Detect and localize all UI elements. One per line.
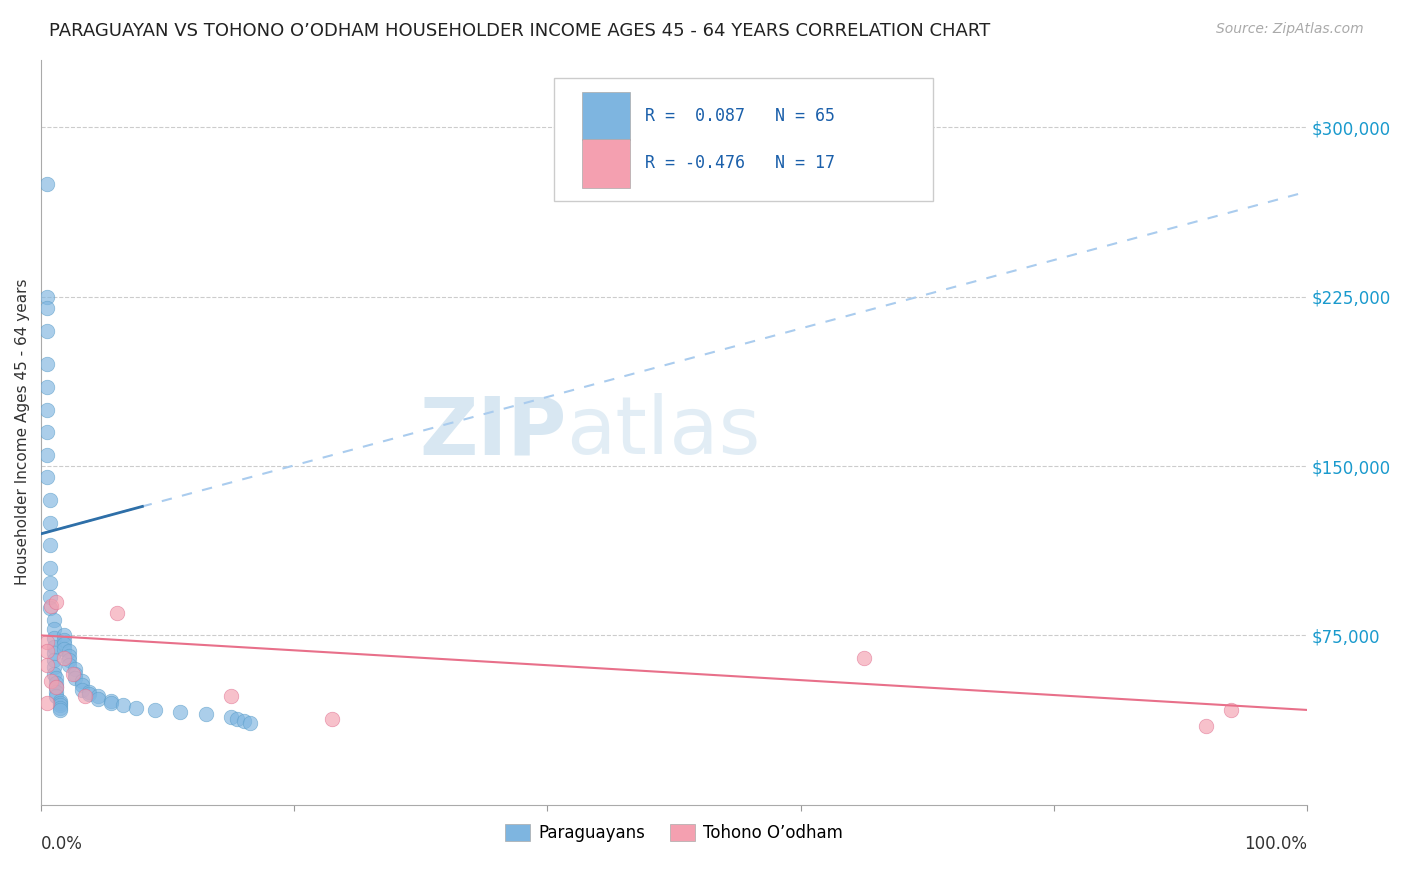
Point — [42, 640, 65, 654]
Point — [39, 538, 62, 552]
Point — [219, 690, 242, 704]
Point — [49, 696, 72, 710]
Point — [39, 516, 62, 530]
Point — [37, 425, 59, 440]
Text: ZIP: ZIP — [419, 393, 567, 471]
Point — [58, 644, 80, 658]
Point — [52, 632, 75, 647]
Point — [65, 671, 87, 685]
Text: atlas: atlas — [567, 393, 761, 471]
Point — [52, 637, 75, 651]
Point — [321, 712, 343, 726]
Point — [52, 628, 75, 642]
Point — [219, 709, 242, 723]
Text: PARAGUAYAN VS TOHONO O’ODHAM HOUSEHOLDER INCOME AGES 45 - 64 YEARS CORRELATION C: PARAGUAYAN VS TOHONO O’ODHAM HOUSEHOLDER… — [49, 22, 990, 40]
Point — [87, 691, 110, 706]
Point — [37, 324, 59, 338]
Point — [100, 696, 122, 710]
Point — [58, 653, 80, 667]
Point — [169, 705, 191, 719]
Bar — [582, 92, 630, 140]
Point — [42, 660, 65, 674]
Point — [45, 671, 67, 685]
Point — [62, 666, 84, 681]
Point — [239, 716, 262, 731]
Point — [37, 402, 59, 417]
Point — [52, 642, 75, 657]
Point — [42, 613, 65, 627]
Point — [37, 470, 59, 484]
Point — [37, 290, 59, 304]
Point — [143, 703, 166, 717]
Point — [39, 599, 62, 613]
Bar — [582, 139, 630, 187]
Point — [100, 694, 122, 708]
Point — [37, 448, 59, 462]
Text: 100.0%: 100.0% — [1244, 835, 1308, 853]
Point — [852, 651, 875, 665]
Point — [125, 700, 148, 714]
Point — [42, 666, 65, 681]
Point — [39, 576, 62, 591]
Point — [37, 380, 59, 394]
Point — [87, 690, 110, 704]
Point — [58, 648, 80, 663]
Point — [105, 606, 128, 620]
Point — [52, 651, 75, 665]
Point — [42, 647, 65, 661]
Point — [45, 681, 67, 695]
Point — [49, 694, 72, 708]
Point — [39, 492, 62, 507]
Point — [65, 662, 87, 676]
Point — [37, 301, 59, 315]
Point — [77, 687, 100, 701]
Point — [58, 657, 80, 672]
Point — [42, 631, 65, 645]
Legend: Paraguayans, Tohono O’odham: Paraguayans, Tohono O’odham — [498, 817, 849, 848]
Point — [77, 685, 100, 699]
Point — [37, 177, 59, 191]
Point — [45, 681, 67, 695]
FancyBboxPatch shape — [554, 78, 934, 202]
Text: 0.0%: 0.0% — [41, 835, 83, 853]
Point — [37, 644, 59, 658]
Point — [39, 590, 62, 604]
Point — [70, 682, 93, 697]
Point — [45, 685, 67, 699]
Point — [37, 696, 59, 710]
Point — [45, 594, 67, 608]
Text: R = -0.476   N = 17: R = -0.476 N = 17 — [645, 154, 835, 172]
Point — [70, 678, 93, 692]
Point — [112, 698, 135, 713]
Point — [232, 714, 254, 729]
Text: R =  0.087   N = 65: R = 0.087 N = 65 — [645, 107, 835, 125]
Point — [1219, 703, 1241, 717]
Point — [39, 560, 62, 574]
Point — [49, 698, 72, 713]
Point — [194, 707, 217, 722]
Point — [37, 657, 59, 672]
Point — [42, 622, 65, 636]
Point — [39, 601, 62, 615]
Point — [45, 676, 67, 690]
Y-axis label: Householder Income Ages 45 - 64 years: Householder Income Ages 45 - 64 years — [15, 279, 30, 585]
Point — [1194, 719, 1216, 733]
Point — [75, 690, 97, 704]
Point — [39, 673, 62, 688]
Point — [49, 700, 72, 714]
Point — [37, 358, 59, 372]
Point — [65, 666, 87, 681]
Point — [70, 673, 93, 688]
Point — [49, 703, 72, 717]
Point — [37, 635, 59, 649]
Point — [42, 653, 65, 667]
Point — [226, 712, 249, 726]
Text: Source: ZipAtlas.com: Source: ZipAtlas.com — [1216, 22, 1364, 37]
Point — [45, 690, 67, 704]
